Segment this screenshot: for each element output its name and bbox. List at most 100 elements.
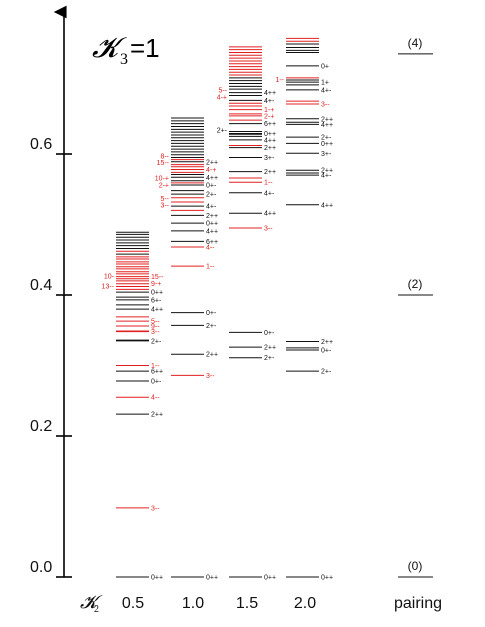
level-left-label-1-3: 10-+ (155, 175, 169, 182)
level-left-label-1-5: 8-- (160, 154, 169, 161)
level-label-3-2: 0+- (321, 347, 332, 354)
level-left-label-0-1: 13-- (102, 283, 115, 290)
level-label-1-7: 6++ (206, 239, 218, 246)
level-label-0-0: 0++ (151, 575, 163, 582)
level-left-label-1-1: 5-- (160, 196, 169, 203)
x-category-label-2: 1.5 (236, 595, 258, 612)
level-label-0-13: 0++ (151, 290, 163, 297)
level-label-2-7: 1-- (264, 180, 273, 187)
column-2: 0++2+-2++0+-3--4++4+-1--2++3+-2++4++0++6… (217, 46, 276, 582)
level-label-0-6: 1-- (151, 363, 160, 370)
level-label-2-5: 4++ (264, 211, 276, 218)
level-label-2-4: 3-- (264, 226, 273, 233)
x-axis-subscript: 2 (94, 604, 99, 615)
level-label-3-3: 2++ (321, 339, 333, 346)
level-label-0-1: 3-- (151, 505, 160, 512)
level-label-1-12: 2+- (206, 192, 217, 199)
level-label-3-14: 1+ (321, 80, 329, 87)
level-label-2-17: 4++ (264, 90, 276, 97)
pairing-level-label-2: (4) (408, 36, 423, 50)
level-label-3-9: 2+- (321, 135, 332, 142)
level-label-2-12: 0++ (264, 131, 276, 138)
level-label-1-0: 0++ (206, 575, 218, 582)
columns: 0++3--2++4--0+-6++1--2+-3--9--5--4++6+-0… (102, 37, 333, 582)
level-label-0-8: 3-- (151, 329, 160, 336)
level-label-3-5: 4+- (321, 173, 332, 180)
level-label-2-3: 0+- (264, 330, 275, 337)
y-tick-label-1: 0.2 (30, 418, 52, 435)
level-label-0-15: 15-- (151, 274, 164, 281)
level-left-label-3-0: 1-- (275, 77, 284, 84)
level-label-1-15: 4-+ (206, 167, 216, 174)
level-label-0-10: 5-- (151, 319, 160, 326)
level-label-2-10: 2++ (264, 145, 276, 152)
level-label-0-11: 4++ (151, 307, 163, 314)
level-label-2-9: 3+- (264, 155, 275, 162)
x-category-label-0: 0.5 (122, 595, 144, 612)
level-label-2-16: 4+- (264, 98, 275, 105)
level-label-2-6: 4+- (264, 190, 275, 197)
level-label-2-2: 2++ (264, 345, 276, 352)
level-label-0-4: 0+- (151, 379, 162, 386)
level-label-3-7: 3+- (321, 151, 332, 158)
level-label-1-9: 0++ (206, 221, 218, 228)
y-tick-label-3: 0.6 (30, 136, 52, 153)
level-left-label-0-0: 10- (104, 273, 115, 280)
x-axis-label: 𝓚 2 (80, 592, 103, 615)
level-label-0-12: 6+- (151, 297, 162, 304)
level-label-3-4: 4++ (321, 202, 333, 209)
level-label-2-14: 2-+ (264, 113, 274, 120)
level-label-1-10: 2++ (206, 213, 218, 220)
pairing-label: pairing (394, 595, 442, 612)
level-label-1-8: 4++ (206, 228, 218, 235)
pairing-level-label-0: (0) (408, 559, 423, 573)
level-label-1-14: 4++ (206, 175, 218, 182)
level-label-2-13: 6++ (264, 121, 276, 128)
x-axis-symbol: 𝓚 (80, 592, 103, 612)
level-label-2-8: 2++ (264, 169, 276, 176)
pairing-level-label-1: (2) (408, 277, 423, 291)
level-label-1-5: 1-- (206, 264, 215, 271)
level-left-label-2-1: 4-+ (217, 94, 227, 101)
column-1: 0++3--2++2+-0+-1--4--6++4++0++2++4+-2+-0… (155, 117, 218, 582)
level-label-1-4: 0+- (206, 310, 217, 317)
level-label-3-13: 4+- (321, 87, 332, 94)
level-label-0-2: 2++ (151, 412, 163, 419)
x-category-label-1: 1.0 (182, 595, 204, 612)
level-label-3-6: 2++ (321, 168, 333, 175)
level-label-1-2: 2++ (206, 352, 218, 359)
x-category-label-3: 2.0 (294, 595, 316, 612)
level-label-0-9: 9-- (151, 324, 160, 331)
x-category-labels: 0.5 1.0 1.5 2.0 (122, 595, 316, 612)
level-label-2-1: 2+- (264, 355, 275, 362)
level-label-0-14: 9-+ (151, 281, 161, 288)
level-label-1-1: 3-- (206, 373, 215, 380)
y-ticks: 0.0 0.2 0.4 0.6 (30, 136, 72, 578)
level-label-3-10: 4++ (321, 122, 333, 129)
level-label-3-12: 3-- (321, 101, 330, 108)
level-left-label-2-0: 2+- (217, 128, 228, 135)
y-tick-label-2: 0.4 (30, 277, 52, 294)
level-label-2-15: 1-+ (264, 107, 274, 114)
level-label-0-5: 6++ (151, 369, 163, 376)
level-label-0-3: 4-- (151, 395, 160, 402)
level-left-label-2-2: 5-- (218, 87, 227, 94)
level-label-1-3: 2+- (206, 323, 217, 330)
y-tick-label-0: 0.0 (30, 559, 52, 576)
level-label-3-1: 2+- (321, 369, 332, 376)
level-left-label-1-4: 15-- (157, 160, 170, 167)
level-left-label-1-2: 2-+ (159, 183, 169, 190)
level-label-0-7: 2+- (151, 338, 162, 345)
column-3: 0++2+-0+-2++4++4+-2++3+-0++2+-4++2++3--4… (275, 37, 333, 582)
level-label-3-0: 0++ (321, 575, 333, 582)
level-label-3-11: 2++ (321, 116, 333, 123)
level-label-1-13: 0+- (206, 183, 217, 190)
level-label-1-16: 2++ (206, 159, 218, 166)
title-value: =1 (130, 33, 160, 63)
level-label-2-0: 0++ (264, 575, 276, 582)
level-left-label-1-0: 3-- (160, 202, 169, 209)
level-label-3-8: 0++ (321, 141, 333, 148)
level-label-1-11: 4+- (206, 204, 217, 211)
title-subscript: 3 (120, 51, 128, 68)
